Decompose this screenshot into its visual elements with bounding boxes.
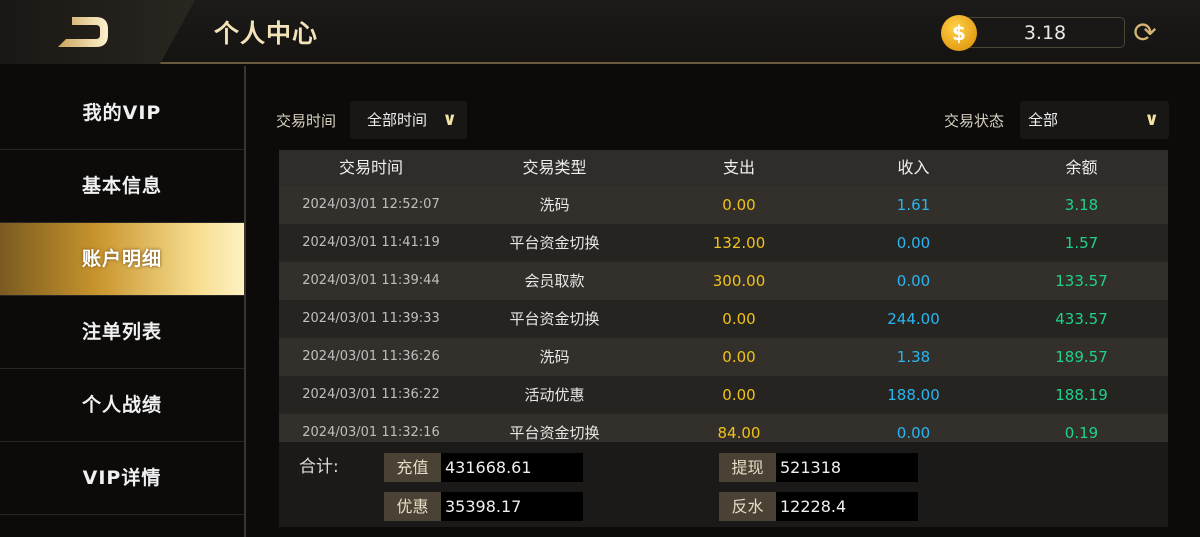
time-cell: 2024/03/01 11:39:33 [302, 311, 440, 326]
type-cell: 平台资金切换 [509, 310, 600, 328]
divider [244, 66, 246, 537]
rebate-value: 12228.4 [776, 492, 918, 521]
balance-cell: 189.57 [1055, 348, 1108, 366]
income-cell: 1.38 [896, 348, 931, 366]
withdraw-label: 提现 [719, 453, 776, 482]
back-button[interactable] [0, 0, 195, 64]
chevron-down-icon: ∨ [1144, 109, 1159, 130]
page-title: 个人中心 [214, 19, 319, 48]
time-filter-label: 交易时间 [276, 112, 337, 130]
time-cell: 2024/03/01 11:41:19 [302, 235, 440, 250]
chevron-down-icon: ∨ [442, 109, 457, 130]
balance-cell: 3.18 [1064, 196, 1099, 214]
income-cell: 0.00 [896, 272, 931, 290]
balance-cell: 188.19 [1055, 386, 1108, 404]
recharge-total: 充值 431668.61 [384, 453, 583, 482]
balance-cell: 433.57 [1055, 310, 1108, 328]
table-row: 2024/03/01 11:41:19 平台资金切换 132.00 0.00 1.57 [279, 224, 1168, 262]
bonus-value: 35398.17 [441, 492, 583, 521]
balance-cell: 133.57 [1055, 272, 1108, 290]
expense-cell: 84.00 [717, 424, 761, 442]
bonus-label: 优惠 [384, 492, 441, 521]
expense-cell: 0.00 [722, 310, 756, 328]
income-cell: 1.61 [896, 196, 931, 214]
type-cell: 会员取款 [524, 272, 585, 290]
balance-cell: 1.57 [1064, 234, 1099, 252]
sidebar-item-basic-info[interactable]: 基本信息 [0, 150, 244, 223]
table-header: 交易时间 交易类型 支出 收入 余额 [279, 150, 1168, 186]
table-row: 2024/03/01 11:39:44 会员取款 300.00 0.00 133.57 [279, 262, 1168, 300]
expense-cell: 300.00 [712, 272, 766, 290]
dollar-coin-icon: $ [941, 15, 977, 51]
status-filter-label: 交易状态 [944, 112, 1005, 130]
table-row: 2024/03/01 11:39:33 平台资金切换 0.00 244.00 433.5… [279, 300, 1168, 338]
time-cell: 2024/03/01 11:36:26 [302, 349, 440, 364]
recharge-value: 431668.61 [441, 453, 583, 482]
income-cell: 244.00 [887, 310, 940, 328]
summary-label: 合计: [299, 457, 339, 477]
bonus-total: 优惠 35398.17 [384, 492, 583, 521]
withdraw-value: 521318 [776, 453, 918, 482]
recharge-label: 充值 [384, 453, 441, 482]
status-filter-value: 全部 [1028, 111, 1059, 129]
time-filter-value: 全部时间 [367, 111, 428, 129]
summary-panel: 合计: 充值 431668.61 提现 521318 优惠 35398.17 反水 12… [279, 442, 1168, 527]
column-header: 支出 [722, 158, 755, 177]
time-cell: 2024/03/01 11:32:16 [302, 425, 440, 440]
back-icon [58, 17, 108, 47]
type-cell: 洗码 [539, 196, 570, 214]
expense-cell: 0.00 [722, 386, 756, 404]
income-cell: 188.00 [887, 386, 940, 404]
column-header: 收入 [897, 158, 930, 177]
table-row: 2024/03/01 11:32:16 平台资金切换 84.00 0.00 0.19 [279, 414, 1168, 442]
sidebar-item-personal-record[interactable]: 个人战绩 [0, 369, 244, 442]
time-cell: 2024/03/01 12:52:07 [302, 197, 440, 212]
table-row: 2024/03/01 11:36:26 洗码 0.00 1.38 189.57 [279, 338, 1168, 376]
sidebar-item-my-vip[interactable]: 我的VIP [0, 77, 244, 150]
time-cell: 2024/03/01 11:39:44 [302, 273, 440, 288]
expense-cell: 0.00 [722, 348, 756, 366]
type-cell: 洗码 [539, 348, 570, 366]
expense-cell: 132.00 [712, 234, 766, 252]
column-header: 余额 [1065, 158, 1098, 177]
sidebar: 我的VIP 基本信息 账户明细 注单列表 个人战绩 VIP详情 [0, 77, 244, 515]
balance-cell: 0.19 [1064, 424, 1099, 442]
rebate-label: 反水 [719, 492, 776, 521]
status-filter-select[interactable]: 全部 ∨ [1020, 101, 1169, 139]
refresh-icon[interactable]: ⟳ [1133, 16, 1157, 49]
table-row: 2024/03/01 11:36:22 活动优惠 0.00 188.00 188.19 [279, 376, 1168, 414]
type-cell: 平台资金切换 [509, 424, 600, 442]
withdraw-total: 提现 521318 [719, 453, 918, 482]
sidebar-item-account-details[interactable]: 账户明细 [0, 223, 244, 296]
sidebar-item-bet-list[interactable]: 注单列表 [0, 296, 244, 369]
header: 个人中心 $ 3.18 ⟳ [0, 0, 1200, 64]
income-cell: 0.00 [896, 234, 931, 252]
rebate-total: 反水 12228.4 [719, 492, 918, 521]
balance-display: 3.18 [965, 17, 1125, 48]
type-cell: 平台资金切换 [509, 234, 600, 252]
sidebar-item-vip-details[interactable]: VIP详情 [0, 442, 244, 515]
expense-cell: 0.00 [722, 196, 756, 214]
type-cell: 活动优惠 [524, 386, 585, 404]
table-row: 2024/03/01 12:52:07 洗码 0.00 1.61 3.18 [279, 186, 1168, 224]
time-filter-select[interactable]: 全部时间 ∨ [350, 101, 467, 139]
income-cell: 0.00 [896, 424, 931, 442]
column-header: 交易时间 [338, 158, 403, 177]
column-header: 交易类型 [522, 158, 587, 177]
time-cell: 2024/03/01 11:36:22 [302, 387, 440, 402]
transactions-table: 交易时间 交易类型 支出 收入 余额 2024/03/01 12:52:07 洗码… [279, 150, 1168, 442]
